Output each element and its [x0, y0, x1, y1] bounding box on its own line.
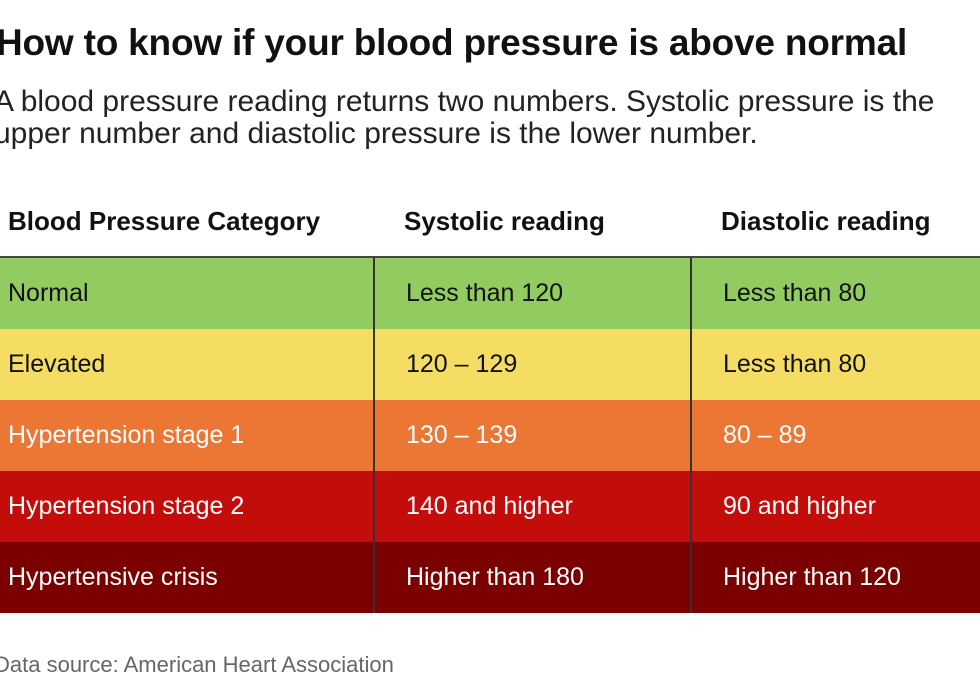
cell-diastolic: Higher than 120 [690, 542, 980, 613]
cell-diastolic: 80 – 89 [690, 400, 980, 471]
table-row-elevated: Elevated 120 – 129 Less than 80 [0, 329, 980, 400]
cell-systolic: Less than 120 [373, 257, 691, 329]
cell-category: Normal [0, 257, 374, 329]
table-row-hypertension-stage-1: Hypertension stage 1 130 – 139 80 – 89 [0, 400, 980, 471]
data-source-note: Data source: American Heart Association [0, 652, 394, 677]
blood-pressure-table: Blood Pressure Category Systolic reading… [0, 186, 980, 613]
table-row-normal: Normal Less than 120 Less than 80 [0, 257, 980, 329]
column-header-diastolic: Diastolic reading [691, 186, 980, 258]
table-row-hypertension-stage-2: Hypertension stage 2 140 and higher 90 a… [0, 471, 980, 542]
cell-diastolic: 90 and higher [690, 471, 980, 542]
cell-category: Hypertensive crisis [0, 542, 374, 613]
column-header-category: Blood Pressure Category [0, 186, 374, 258]
cell-systolic: 140 and higher [373, 471, 691, 542]
chart-title: How to know if your blood pressure is ab… [0, 22, 908, 63]
table-header-row: Blood Pressure Category Systolic reading… [0, 186, 980, 258]
cell-category: Elevated [0, 329, 374, 400]
cell-diastolic: Less than 80 [690, 329, 980, 400]
table-row-hypertensive-crisis: Hypertensive crisis Higher than 180 High… [0, 542, 980, 613]
cell-systolic: Higher than 180 [373, 542, 691, 613]
column-header-systolic: Systolic reading [374, 186, 691, 258]
cell-systolic: 120 – 129 [373, 329, 691, 400]
cell-diastolic: Less than 80 [690, 257, 980, 329]
chart-subtitle: A blood pressure reading returns two num… [0, 85, 935, 150]
cell-category: Hypertension stage 2 [0, 471, 374, 542]
cell-category: Hypertension stage 1 [0, 400, 374, 471]
cell-systolic: 130 – 139 [373, 400, 691, 471]
